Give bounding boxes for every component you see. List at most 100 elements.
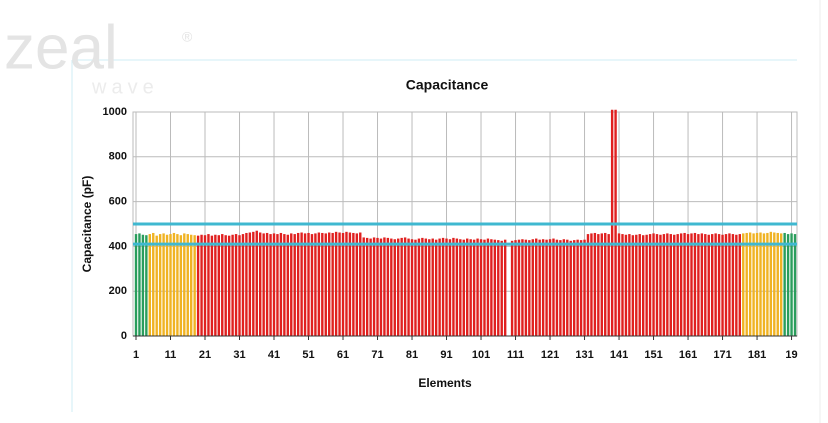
watermark-mark: ®: [182, 29, 193, 45]
bar: [148, 234, 152, 336]
bar: [693, 232, 697, 336]
bar: [638, 234, 641, 336]
y-tick-label: 600: [109, 196, 127, 208]
bar: [641, 235, 645, 336]
bar: [328, 232, 331, 336]
bar: [210, 235, 214, 336]
bar: [165, 234, 169, 336]
bar: [683, 232, 686, 336]
bar: [483, 239, 486, 336]
bar: [566, 239, 569, 336]
bar: [252, 231, 255, 336]
bar: [531, 239, 534, 336]
bar: [345, 231, 348, 336]
x-tick-label: 1: [133, 349, 139, 361]
bar: [238, 235, 241, 336]
y-tick-label: 400: [109, 240, 127, 252]
bar: [776, 232, 779, 336]
bar: [559, 240, 562, 336]
bar: [145, 235, 148, 336]
bar: [303, 233, 307, 336]
bar: [314, 233, 317, 336]
bar: [262, 233, 265, 336]
bar: [576, 239, 579, 336]
bar: [628, 234, 631, 336]
bar: [434, 239, 438, 336]
bar: [321, 232, 324, 336]
bar: [590, 233, 593, 336]
x-tick-label: 71: [371, 349, 383, 361]
bar: [586, 234, 590, 336]
bar: [441, 237, 445, 336]
bar: [196, 235, 200, 336]
bar: [766, 232, 769, 336]
bar: [555, 239, 559, 336]
bar: [269, 234, 272, 336]
bar: [397, 238, 400, 336]
bar: [655, 234, 659, 336]
bar: [403, 237, 407, 336]
bar: [445, 238, 448, 336]
bar: [331, 232, 334, 336]
bar: [731, 234, 735, 336]
bar: [265, 232, 269, 336]
bar: [138, 233, 141, 336]
x-tick-label: 181: [748, 349, 766, 361]
bar: [500, 240, 503, 336]
bar: [379, 238, 383, 336]
bar: [645, 234, 648, 336]
chart-title: Capacitance: [406, 77, 489, 93]
x-tick-label: 121: [541, 349, 559, 361]
bar: [400, 237, 403, 336]
bar: [583, 239, 586, 336]
bar: [214, 234, 217, 336]
bar: [421, 237, 424, 336]
bar: [472, 239, 476, 336]
bar: [759, 232, 762, 336]
bar: [745, 232, 748, 336]
bar: [158, 234, 162, 336]
bar: [617, 233, 621, 336]
bar: [707, 234, 710, 336]
x-tick-label: 111: [507, 349, 524, 361]
bar: [686, 234, 690, 336]
bar: [486, 238, 490, 336]
bar: [538, 239, 541, 336]
bar: [352, 232, 355, 336]
x-tick-label: 19: [785, 349, 797, 361]
bar: [221, 234, 224, 336]
bar: [431, 238, 434, 336]
bar: [190, 234, 193, 336]
bar: [407, 238, 410, 336]
bar: [141, 234, 145, 336]
bar: [514, 240, 517, 336]
bar: [393, 239, 396, 336]
bar: [579, 240, 583, 336]
bar: [469, 239, 472, 336]
bar: [152, 232, 155, 336]
bar: [728, 233, 731, 336]
bar: [635, 234, 638, 336]
bar: [593, 232, 597, 336]
bar: [179, 235, 183, 336]
bar: [779, 233, 783, 336]
bar: [738, 234, 741, 336]
y-tick-label: 200: [109, 285, 127, 297]
bar: [248, 232, 252, 336]
bar: [383, 237, 386, 336]
bar: [490, 239, 493, 336]
bar: [762, 233, 766, 336]
bar: [666, 233, 669, 336]
bar: [410, 239, 414, 336]
bar: [390, 238, 393, 336]
bar: [503, 239, 507, 336]
bar: [310, 234, 314, 336]
bar: [417, 238, 421, 336]
bar: [714, 233, 717, 336]
bar: [528, 240, 531, 336]
bar: [510, 240, 514, 336]
bar: [203, 235, 207, 336]
bar: [497, 240, 500, 336]
bar: [341, 232, 345, 336]
